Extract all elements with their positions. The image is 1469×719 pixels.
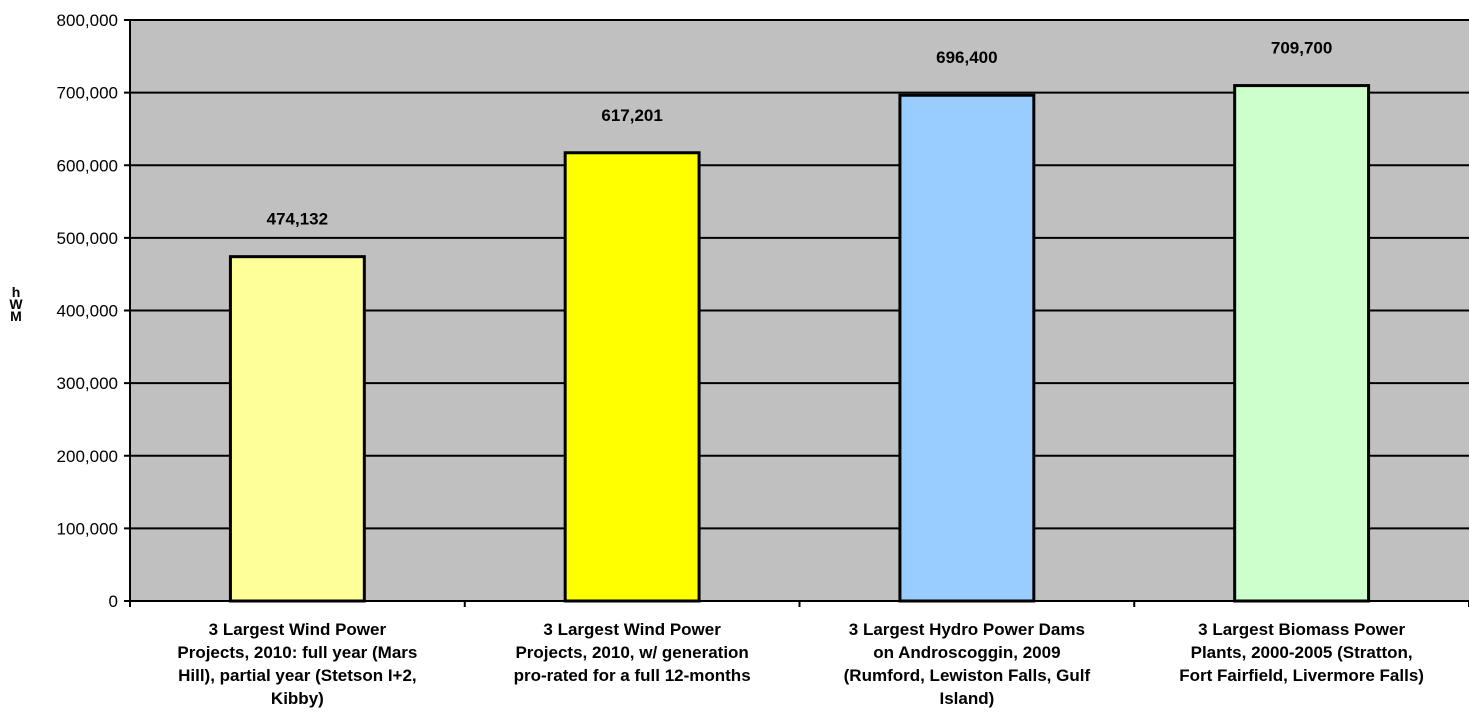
- category-label-line: Projects, 2010: full year (Mars: [177, 643, 417, 662]
- data-label: 709,700: [1271, 39, 1332, 58]
- bar: [228, 255, 366, 603]
- category-label-line: Kibby): [271, 689, 324, 708]
- y-tick-label: 800,000: [57, 11, 118, 30]
- y-tick-label: 0: [109, 592, 118, 611]
- y-tick-label: 300,000: [57, 374, 118, 393]
- y-tick-label: 100,000: [57, 519, 118, 538]
- bar: [1233, 84, 1371, 603]
- bars: [228, 84, 1371, 603]
- category-label-line: 3 Largest Wind Power: [543, 620, 721, 639]
- category-label-line: Projects, 2010, w/ generation: [515, 643, 748, 662]
- y-tick-label: 200,000: [57, 447, 118, 466]
- category-label-line: Hill), partial year (Stetson I+2,: [178, 666, 417, 685]
- category-label-line: on Androscoggin, 2009: [873, 643, 1060, 662]
- category-label-line: Fort Fairfield, Livermore Falls): [1179, 666, 1424, 685]
- data-label: 474,132: [267, 210, 328, 229]
- y-tick-label: 700,000: [57, 84, 118, 103]
- axes: [124, 19, 1469, 607]
- data-label: 617,201: [601, 106, 662, 125]
- data-labels: 474,132 617,201 696,400 709,700: [267, 39, 1333, 229]
- category-label-line: 3 Largest Wind Power: [209, 620, 387, 639]
- category-label-line: pro-rated for a full 12-months: [514, 666, 751, 685]
- y-tick-labels: 0 100,000 200,000 300,000 400,000 500,000 600,…: [57, 11, 118, 611]
- category-label: 3 Largest Hydro Power Dams on Androscoggi…: [844, 620, 1091, 708]
- y-tick-label: 400,000: [57, 302, 118, 321]
- bar: [563, 151, 701, 603]
- category-label-line: Island): [939, 689, 994, 708]
- y-tick-label: 500,000: [57, 229, 118, 248]
- y-tick-label: 600,000: [57, 156, 118, 175]
- category-label: 3 Largest Wind Power Projects, 2010, w/ g…: [514, 620, 751, 685]
- bar: [898, 93, 1036, 603]
- category-label: 3 Largest Wind Power Projects, 2010: full…: [177, 620, 417, 708]
- category-label-line: Plants, 2000-2005 (Stratton,: [1191, 643, 1413, 662]
- category-label-line: (Rumford, Lewiston Falls, Gulf: [844, 666, 1091, 685]
- category-label-line: 3 Largest Biomass Power: [1198, 620, 1405, 639]
- data-label: 696,400: [936, 48, 997, 67]
- x-tick-labels: 3 Largest Wind Power Projects, 2010: full…: [177, 620, 1424, 708]
- category-label-line: 3 Largest Hydro Power Dams: [849, 620, 1085, 639]
- category-label: 3 Largest Biomass Power Plants, 2000-2005…: [1179, 620, 1424, 685]
